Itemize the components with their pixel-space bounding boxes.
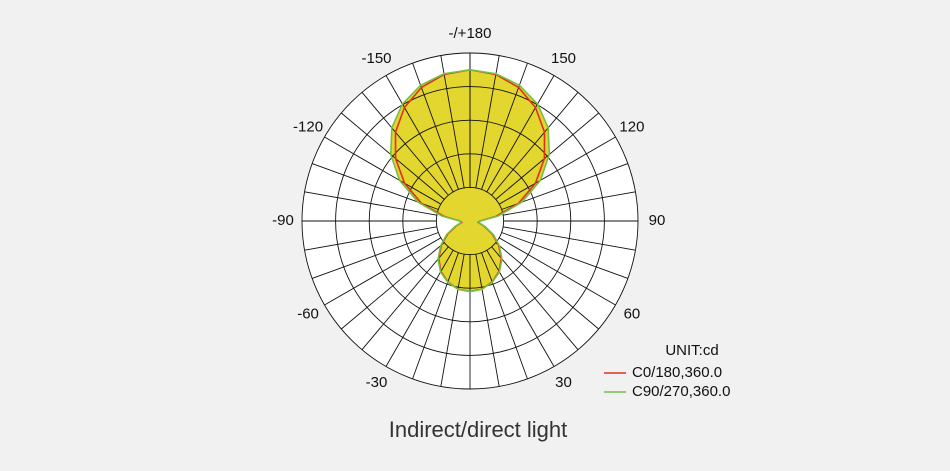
angle-tick-label: -90 [272,212,294,229]
angle-tick-label: 120 [619,118,644,135]
grid-ring [402,153,538,289]
angle-tick-label: -30 [366,374,388,391]
angle-tick-label: -60 [297,305,319,322]
legend-label: C0/180,360.0 [632,364,722,381]
grid-ring [335,86,605,356]
series-line [389,68,551,293]
angle-tick-label: -/+180 [449,25,492,42]
legend-label: C90/270,360.0 [632,383,730,400]
angle-tick-label: 90 [649,212,666,229]
angle-tick-label: 30 [555,374,572,391]
grid-ring [301,52,639,390]
chart-title: Indirect/direct light [389,417,568,442]
grid-ring [368,119,572,323]
angle-tick-label: -150 [361,50,391,67]
angle-tick-label: -120 [293,118,323,135]
legend-title: UNIT:cd [665,342,718,359]
angle-tick-label: 60 [624,305,641,322]
angle-tick-label: 150 [551,50,576,67]
grid-ring [435,186,505,256]
